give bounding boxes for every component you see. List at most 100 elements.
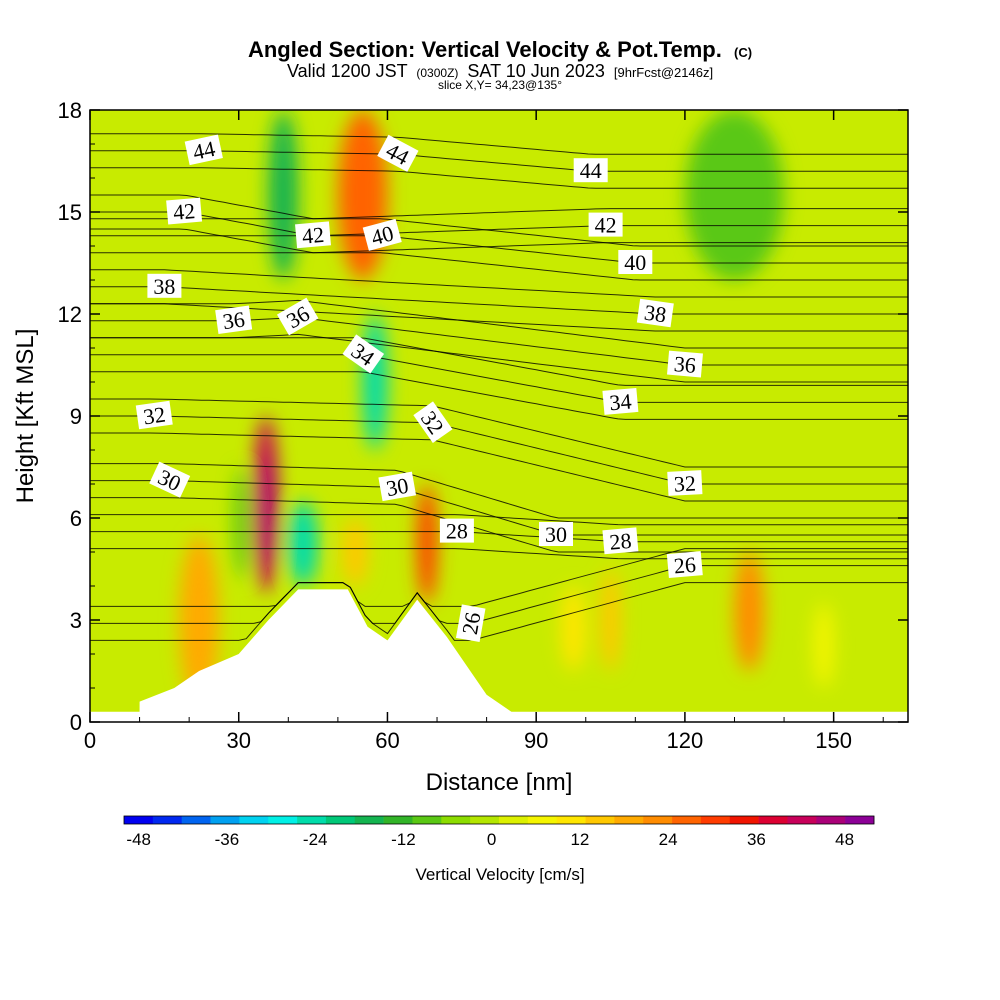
velocity-cell bbox=[288, 501, 319, 586]
velocity-cell bbox=[233, 466, 249, 580]
colorbar-label: Vertical Velocity [cm/s] bbox=[415, 865, 584, 884]
pot-temp-contour bbox=[90, 252, 908, 281]
subtitle-utc: (0300Z) bbox=[416, 66, 458, 80]
y-tick-label: 0 bbox=[70, 710, 82, 735]
contour-label: 42 bbox=[295, 221, 331, 249]
colorbar: -48 -36 -24 -12 0 12 24 36 48 bbox=[123, 815, 875, 849]
colorbar-segment bbox=[470, 816, 500, 824]
contour-label-box bbox=[602, 387, 639, 415]
pot-temp-contour bbox=[90, 299, 908, 349]
contour-label-box bbox=[215, 305, 253, 335]
terrain bbox=[90, 589, 908, 722]
pot-temp-contour bbox=[90, 286, 908, 315]
contour-label-box bbox=[588, 212, 623, 237]
pot-temp-contour bbox=[90, 133, 908, 155]
velocity-cell bbox=[560, 586, 586, 671]
colorbar-tick-label: -48 bbox=[126, 830, 151, 849]
contour-label-box bbox=[377, 134, 419, 172]
pot-temp-contour bbox=[90, 167, 908, 189]
pot-temp-contour bbox=[90, 514, 908, 526]
contour-label-box bbox=[667, 350, 703, 378]
colorbar-segment bbox=[556, 816, 586, 824]
colorbar-segment bbox=[210, 816, 240, 824]
contour-label: 32 bbox=[667, 470, 703, 497]
chart-title-main: Angled Section: Vertical Velocity & Pot.… bbox=[248, 37, 722, 62]
pot-temp-contour bbox=[90, 333, 908, 383]
colorbar-tick-label: -36 bbox=[215, 830, 240, 849]
colorbar-segment bbox=[124, 816, 154, 824]
pot-temp-contour bbox=[90, 432, 908, 502]
pot-temp-contour bbox=[90, 228, 908, 254]
x-axis-label: Distance [nm] bbox=[426, 769, 573, 796]
contour-label-text: 30 bbox=[545, 522, 567, 547]
chart-title: Angled Section: Vertical Velocity & Pot.… bbox=[248, 37, 752, 62]
contour-label-text: 36 bbox=[221, 306, 246, 334]
colorbar-tick-label: 24 bbox=[659, 830, 678, 849]
subtitle-forecast: [9hrFcst@2146z] bbox=[614, 65, 713, 80]
x-axis: 0 30 60 90 120 150 bbox=[84, 110, 884, 753]
colorbar-tick-label: 0 bbox=[487, 830, 496, 849]
contour-label-box bbox=[378, 471, 417, 502]
pot-temp-contour bbox=[90, 303, 908, 332]
contour-label: 40 bbox=[362, 218, 402, 251]
contour-label-text: 42 bbox=[172, 198, 196, 225]
colorbar-segment bbox=[383, 816, 413, 824]
pot-temp-contour bbox=[90, 269, 908, 298]
pot-temp-contour bbox=[90, 398, 908, 468]
contour-label-text: 30 bbox=[384, 473, 410, 501]
chart-subtitle: Valid 1200 JST (0300Z) SAT 10 Jun 2023 [… bbox=[287, 61, 713, 81]
pot-temp-contour bbox=[90, 565, 908, 624]
y-tick-label: 15 bbox=[58, 200, 82, 225]
contour-label-text: 26 bbox=[673, 552, 697, 579]
contour-label-text: 34 bbox=[608, 388, 632, 415]
colorbar-segment bbox=[758, 816, 788, 824]
contour-label-text: 28 bbox=[608, 528, 632, 555]
contour-label-box bbox=[135, 400, 173, 430]
contour-label-box bbox=[539, 522, 573, 546]
contour-label-text: 38 bbox=[643, 300, 668, 328]
contour-label: 44 bbox=[573, 158, 608, 183]
contour-label-box bbox=[667, 470, 703, 496]
pot-temp-contour bbox=[90, 480, 908, 536]
contour-label-box bbox=[362, 218, 402, 251]
colorbar-segment bbox=[585, 816, 615, 824]
contour-label-text: 42 bbox=[595, 213, 617, 238]
contour-label-text: 38 bbox=[153, 274, 175, 299]
contour-label: 42 bbox=[588, 212, 623, 238]
colorbar-segment bbox=[729, 816, 759, 824]
contour-label: 36 bbox=[667, 350, 703, 378]
contour-label-box bbox=[166, 197, 203, 225]
colorbar-tick-label: 12 bbox=[570, 830, 589, 849]
colorbar-segment bbox=[643, 816, 673, 824]
colorbar-segment bbox=[181, 816, 211, 824]
contour-label-box bbox=[149, 461, 191, 498]
pot-temp-contour bbox=[90, 531, 908, 543]
colorbar-segment bbox=[354, 816, 384, 824]
terrain-profile bbox=[90, 589, 908, 722]
contour-label: 28 bbox=[439, 518, 474, 544]
contour-label-box bbox=[276, 297, 319, 336]
colorbar-segment bbox=[499, 816, 529, 824]
colorbar-segment bbox=[441, 816, 471, 824]
velocity-cell bbox=[734, 552, 765, 671]
x-tick-label: 30 bbox=[226, 728, 250, 753]
pot-temp-contour bbox=[90, 497, 908, 553]
velocity-cell bbox=[263, 456, 276, 569]
colorbar-segment bbox=[412, 816, 442, 824]
contour-label-box bbox=[618, 250, 653, 274]
contour-label: 34 bbox=[602, 387, 639, 415]
contour-label-text: 44 bbox=[580, 158, 602, 183]
contour-label: 28 bbox=[602, 527, 639, 555]
colorbar-segment bbox=[239, 816, 269, 824]
pot-temp-contour bbox=[90, 194, 908, 220]
colorbar-segment bbox=[297, 816, 327, 824]
pot-temp-contour bbox=[90, 463, 908, 519]
velocity-cell bbox=[417, 484, 438, 603]
contour-label-box bbox=[295, 221, 331, 249]
colorbar-frame bbox=[123, 815, 875, 825]
contour-label-text: 32 bbox=[142, 402, 167, 430]
pot-temp-contour bbox=[90, 218, 908, 247]
y-tick-label: 3 bbox=[70, 608, 82, 633]
pot-temp-contour bbox=[90, 582, 908, 641]
